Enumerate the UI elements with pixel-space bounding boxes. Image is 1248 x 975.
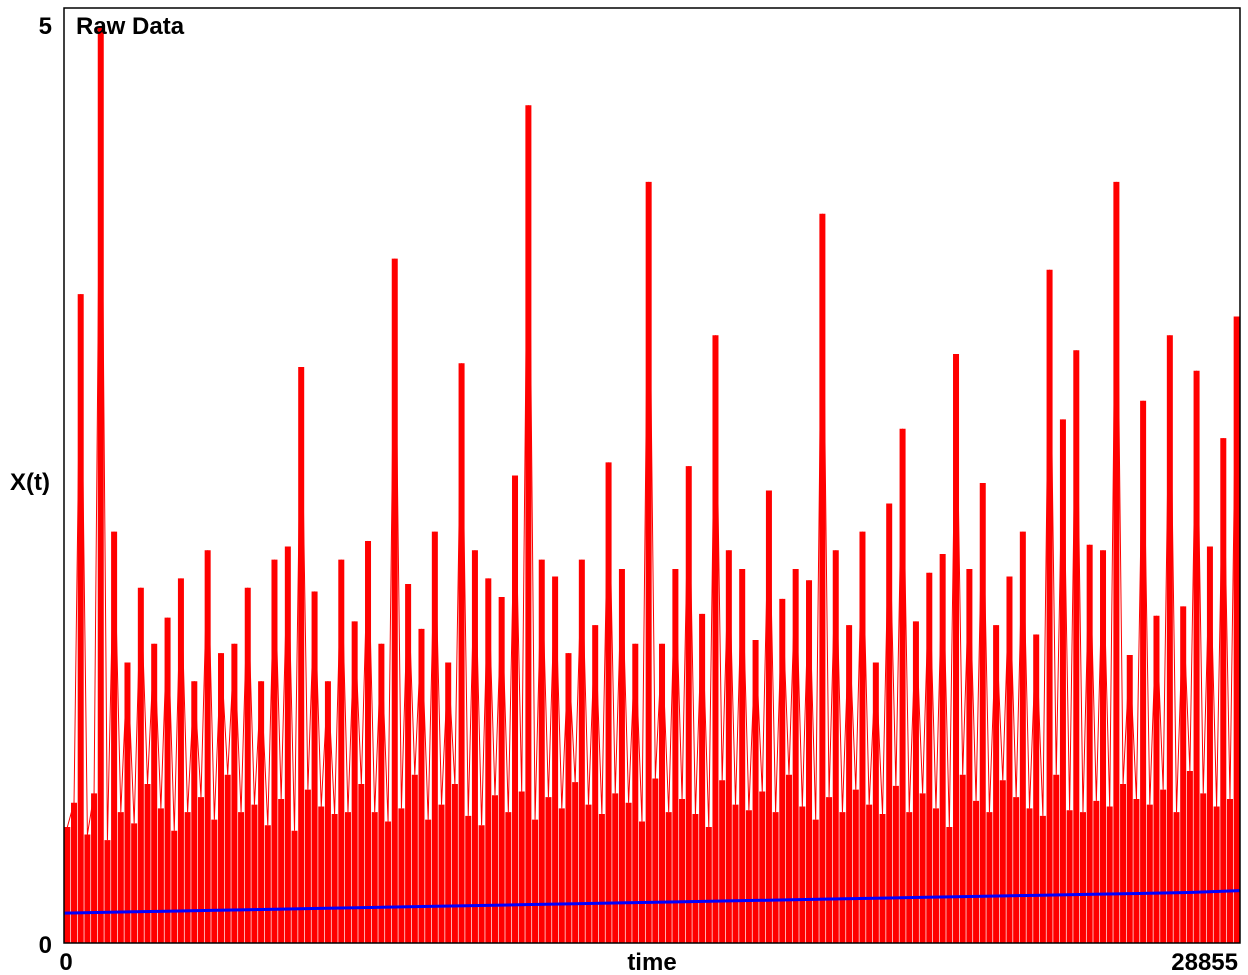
raw-series: [64, 26, 1240, 943]
plot-area: [63, 26, 1241, 943]
plot-frame: [63, 7, 1241, 944]
y-tick-label-min: 0: [39, 932, 52, 959]
chart-title: Raw Data: [76, 13, 185, 40]
trend-line: [63, 889, 1241, 915]
y-axis-label: X(t): [10, 469, 50, 496]
x-tick-label-min: 0: [59, 949, 72, 975]
x-tick-label-max: 28855: [1171, 949, 1238, 975]
x-axis-label: time: [627, 949, 676, 975]
y-tick-label-max: 5: [39, 13, 52, 40]
raw-baseline: [66, 26, 1238, 841]
